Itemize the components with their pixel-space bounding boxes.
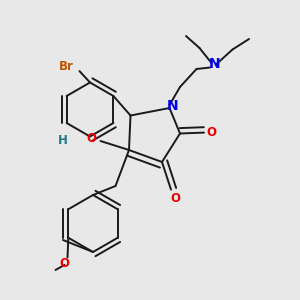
Text: H: H xyxy=(58,134,68,147)
Text: N: N xyxy=(167,100,178,113)
Text: N: N xyxy=(209,58,220,71)
Text: Br: Br xyxy=(59,60,74,73)
Text: O: O xyxy=(170,191,181,205)
Text: O: O xyxy=(206,126,217,139)
Text: O: O xyxy=(59,257,70,270)
Text: O: O xyxy=(86,132,96,145)
